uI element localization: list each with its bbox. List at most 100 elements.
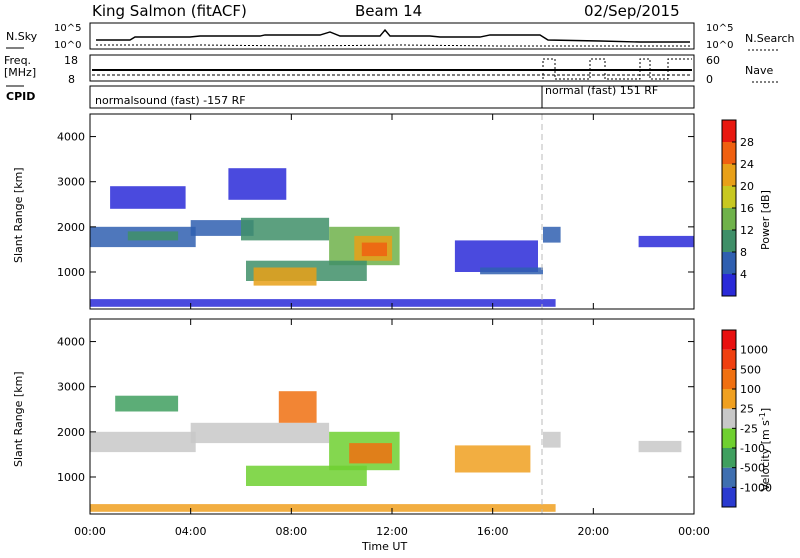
beam-title: Beam 14: [355, 2, 422, 20]
velocity-colorbar-segment: [722, 448, 736, 468]
velocity-echo-region-1: [190, 422, 330, 444]
nave-axis-bottom-label: 0: [706, 73, 713, 86]
velocity-echo-region-7: [454, 445, 531, 473]
power-ylabel: Slant Range [km]: [12, 167, 25, 263]
mhz-label: [MHz]: [4, 66, 36, 79]
velocity-echo-region-3: [349, 443, 392, 464]
time-x-ticks: 00:00 04:00 08:00 12:00 16:00 20:00 00:00: [74, 114, 710, 538]
velocity-colorbar-segment: [722, 389, 736, 409]
power-colorbar-label: Power [dB]: [759, 190, 772, 250]
velocity-echo-region-9: [638, 440, 682, 453]
velocity-echo-region-5: [278, 391, 317, 423]
station-title: King Salmon (fitACF): [92, 2, 247, 20]
velocity-echo-region-6: [115, 395, 179, 412]
velocity-colorbar-segment: [722, 330, 736, 350]
velocity-colorbar-label-sup: -1: [758, 412, 767, 420]
power-colorbar-segment: [722, 230, 736, 252]
velocity-y-ticks: 1000 2000 3000 4000: [57, 336, 694, 484]
velocity-echo-region-10: [90, 504, 556, 512]
noise-axis-top-label: 10^5: [54, 23, 81, 34]
date-title: 02/Sep/2015: [584, 2, 680, 20]
velocity-echo-region-8: [543, 431, 561, 448]
noise-panel-frame: [89, 22, 695, 50]
power-colorbar-tick-label: 8: [740, 246, 747, 259]
power-echo-region-11: [454, 240, 538, 272]
power-echo-region-6: [361, 242, 387, 257]
velocity-data-layer: [90, 391, 682, 512]
noise-axis-bottom-label-right: 10^0: [706, 40, 733, 51]
velocity-echo-region-4: [246, 465, 367, 486]
xtick-label: 08:00: [275, 525, 307, 538]
power-ytick-label: 2000: [57, 221, 85, 234]
velocity-ytick-label: 4000: [57, 336, 85, 349]
freq-axis-bottom-label: 8: [68, 73, 75, 86]
velocity-ylabel: Slant Range [km]: [12, 371, 25, 467]
xtick-label: 12:00: [376, 525, 408, 538]
nsky-trace: [96, 28, 690, 43]
power-colorbar-tick-label: 4: [740, 268, 747, 281]
power-colorbar-segment: [722, 120, 736, 142]
velocity-colorbar-segment: [722, 369, 736, 389]
velocity-ytick-label: 2000: [57, 426, 85, 439]
power-panel-bg: [90, 114, 694, 309]
power-echo-region-2: [190, 220, 254, 236]
xtick-label: 04:00: [175, 525, 207, 538]
velocity-colorbar-tick-label: 100: [740, 383, 761, 396]
velocity-colorbar-tick-label: -100: [740, 442, 765, 455]
power-echo-region-1: [127, 231, 179, 241]
nsearch-label: N.Search: [745, 32, 795, 45]
xtick-label: 20:00: [577, 525, 609, 538]
power-colorbar-tick-label: 24: [740, 158, 754, 171]
velocity-colorbar-tick-label: -1000: [740, 481, 772, 494]
noise-axis-top-label-right: 10^5: [706, 23, 733, 34]
freq-label: Freq.: [4, 54, 31, 67]
velocity-colorbar-tick-label: 25: [740, 403, 754, 416]
power-data-layer: [90, 168, 694, 307]
velocity-echo-region-0: [90, 431, 196, 453]
velocity-colorbar: 1000 500 100 25 -25 -100 -500 -1000: [721, 329, 772, 508]
velocity-colorbar-label-end: ]: [759, 408, 772, 412]
velocity-colorbar-segment: [722, 408, 736, 429]
cpid-label: CPID: [6, 90, 35, 103]
velocity-colorbar-tick-label: -25: [740, 422, 758, 435]
freq-panel-frame: [89, 54, 695, 82]
cpid-mode-1: normalsound (fast) -157 RF: [95, 94, 246, 107]
power-colorbar-segment: [722, 186, 736, 208]
velocity-colorbar-tick-label: 500: [740, 363, 761, 376]
power-colorbar: 4 8 12 16 20 24 28: [721, 119, 754, 297]
power-colorbar-tick-label: 16: [740, 202, 754, 215]
power-ytick-label: 1000: [57, 266, 85, 279]
nave-label: Nave: [745, 64, 773, 77]
power-colorbar-tick-label: 28: [740, 136, 754, 149]
nsearch-trace: [96, 44, 690, 47]
xtick-label: 00:00: [74, 525, 106, 538]
xtick-label: 00:00: [678, 525, 710, 538]
noise-axis-bottom-label: 10^0: [54, 40, 81, 51]
power-y-ticks: 1000 2000 3000 4000: [57, 131, 694, 279]
nave-axis-top-label: 60: [706, 54, 720, 67]
xtick-label: 16:00: [477, 525, 509, 538]
power-echo-region-15: [90, 299, 556, 307]
power-echo-region-10: [228, 168, 287, 200]
velocity-panel-bg: [90, 319, 694, 514]
power-colorbar-segment: [722, 274, 736, 296]
velocity-colorbar-frame: [721, 329, 737, 508]
power-echo-region-9: [110, 186, 186, 209]
power-colorbar-segment: [722, 164, 736, 186]
power-echo-region-8: [253, 267, 317, 286]
nave-trace-normal: [542, 58, 692, 80]
power-ytick-label: 3000: [57, 176, 85, 189]
power-colorbar-tick-label: 12: [740, 224, 754, 237]
nsky-label: N.Sky: [6, 30, 38, 43]
velocity-ytick-label: 1000: [57, 471, 85, 484]
cpid-panel-frame: [89, 85, 695, 109]
velocity-colorbar-segment: [722, 428, 736, 448]
time-xlabel: Time UT: [361, 540, 407, 553]
power-echo-region-12: [480, 267, 543, 275]
freq-axis-top-label: 18: [64, 54, 78, 67]
velocity-colorbar-tick-label: 1000: [740, 344, 768, 357]
power-colorbar-segment: [722, 142, 736, 164]
power-echo-region-13: [543, 226, 561, 243]
